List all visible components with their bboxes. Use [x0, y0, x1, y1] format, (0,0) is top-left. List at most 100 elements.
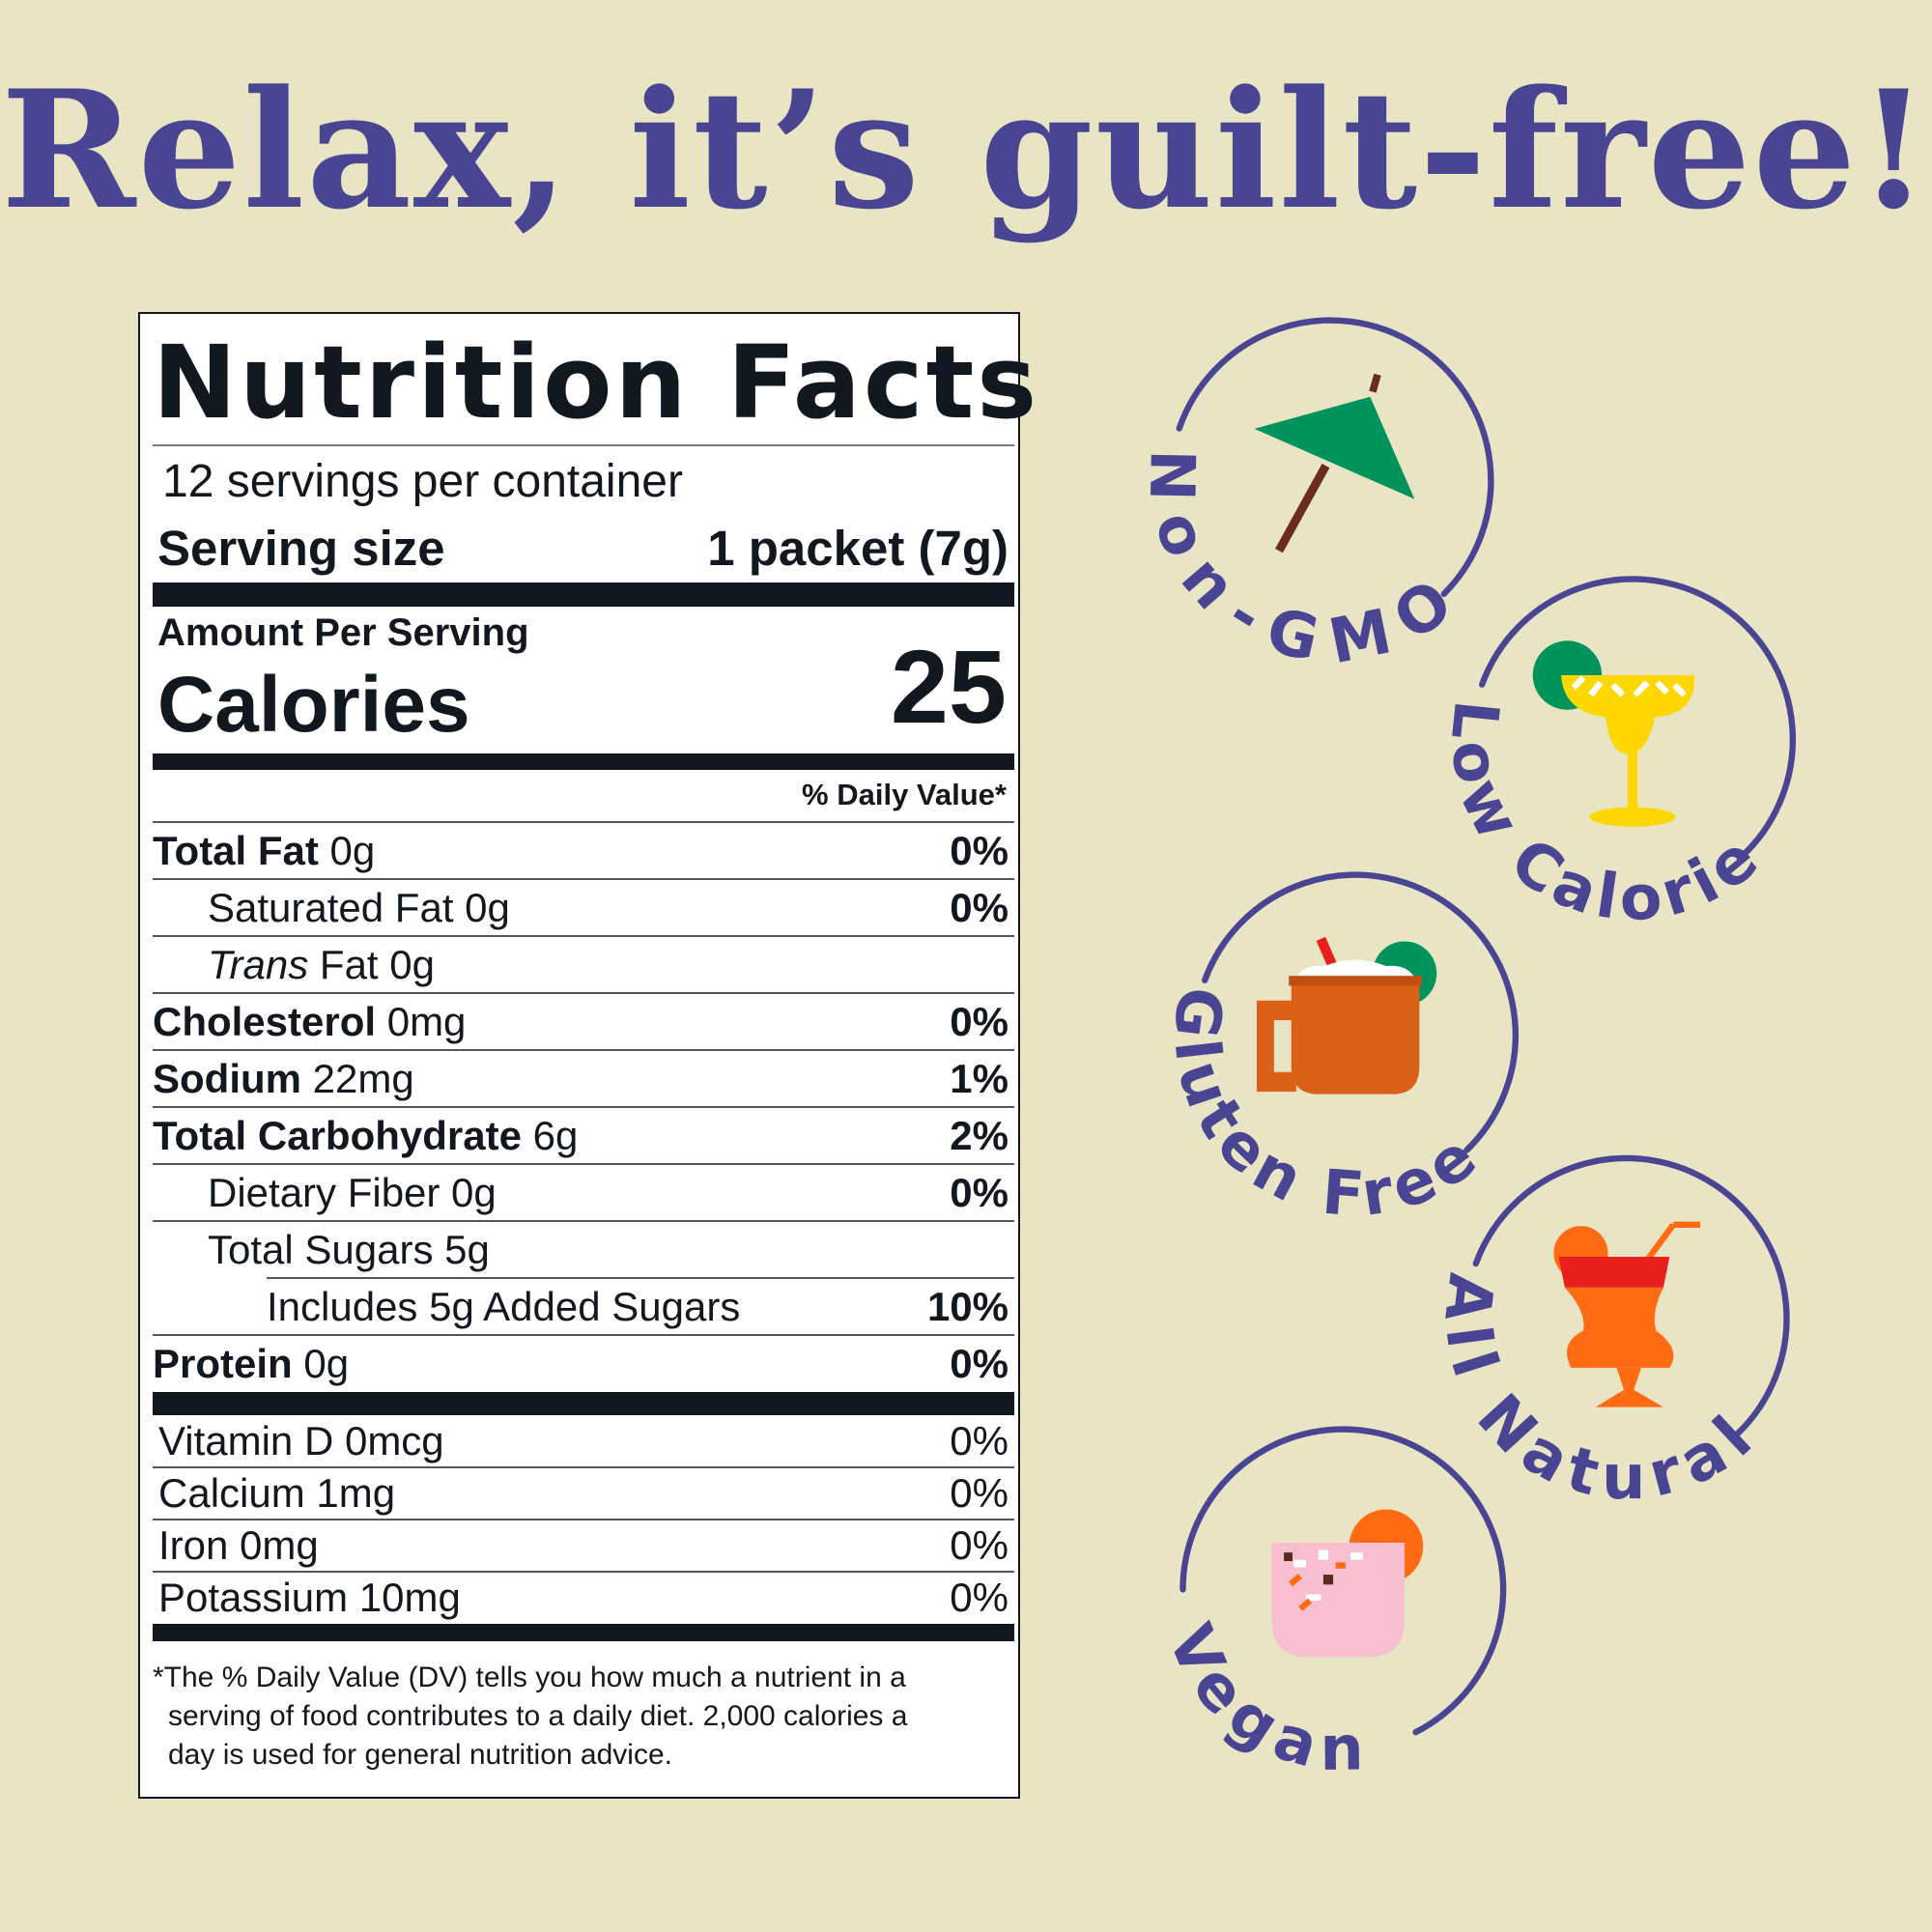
footnote-line: *The % Daily Value (DV) tells you how mu…	[153, 1662, 906, 1693]
servings-per-container: 12 servings per container	[162, 456, 683, 507]
vitamin-daily-value: 0%	[950, 1470, 1009, 1516]
badge-ring	[1176, 317, 1494, 597]
nutrient-daily-value: 10%	[926, 1283, 1009, 1329]
calories-label: Calories	[157, 661, 470, 749]
thick-divider	[153, 1392, 1014, 1415]
nutrient-name-italic: Trans	[208, 941, 309, 987]
daily-value-header: % Daily Value*	[802, 778, 1007, 811]
nutrient-name: Total Sugars 5g	[208, 1227, 490, 1273]
nutrient-row: Includes 5g Added Sugars 10%	[153, 1278, 1014, 1335]
badge-label: Non-GMO	[1135, 449, 1464, 679]
thick-divider	[153, 1624, 1014, 1641]
nutrient-amount: 0g	[292, 1340, 350, 1386]
row-divider	[267, 1277, 1014, 1279]
footnote-line: day is used for general nutrition advice…	[168, 1739, 672, 1771]
nutrient-amount: Saturated Fat 0g	[208, 884, 510, 930]
nutrient-name-bold: Total Carbohydrate	[153, 1112, 522, 1158]
badge-low-calorie: Low Calorie	[1435, 576, 1797, 936]
nutrient-row: Protein 0g 0%	[153, 1335, 1014, 1392]
nutrient-name: Protein 0g	[153, 1341, 349, 1387]
row-divider	[153, 1220, 1014, 1222]
nutrient-amount: 0g	[318, 827, 376, 873]
nutrient-name: Trans Fat 0g	[208, 942, 435, 988]
nutrient-daily-value: 0%	[950, 884, 1009, 930]
nutrient-name: Cholesterol 0mg	[153, 999, 466, 1045]
svg-text:Non-GMO: Non-GMO	[1135, 449, 1469, 679]
nutrient-row: Sodium 22mg 1%	[153, 1050, 1014, 1107]
nutrient-daily-value: 0%	[950, 827, 1009, 873]
nutrient-amount: Dietary Fiber 0g	[208, 1169, 497, 1215]
nutrient-name: Total Carbohydrate 6g	[153, 1113, 578, 1159]
row-divider	[153, 1334, 1014, 1336]
vitamin-daily-value: 0%	[950, 1575, 1009, 1620]
pink-cocktail-icon	[1271, 1509, 1424, 1658]
nutrient-name: Dietary Fiber 0g	[208, 1170, 497, 1216]
vitamin-daily-value: 0%	[950, 1418, 1009, 1463]
nutrient-row: Total Carbohydrate 6g 2%	[153, 1107, 1014, 1164]
row-divider	[153, 878, 1014, 880]
nutrient-daily-value: 0%	[950, 1169, 1009, 1215]
nutrient-amount: Includes 5g Added Sugars	[267, 1283, 741, 1329]
calories-value: 25	[890, 628, 1007, 745]
vitamin-daily-value: 0%	[950, 1522, 1009, 1568]
vitamin-name: Potassium 10mg	[158, 1575, 461, 1620]
nutrient-amount: Total Sugars 5g	[208, 1226, 490, 1272]
nutrient-row: Total Fat 0g 0%	[153, 822, 1014, 879]
hurricane-glass-icon	[1553, 1221, 1701, 1407]
nutrient-name-bold: Sodium	[153, 1055, 301, 1101]
badge-ring	[1472, 1154, 1790, 1437]
headline: Relax, it’s guilt-free!	[0, 54, 1932, 245]
nutrient-name: Total Fat 0g	[153, 828, 375, 874]
nutrient-name: Sodium 22mg	[153, 1056, 414, 1102]
nutrient-daily-value: 0%	[950, 998, 1009, 1044]
row-divider	[153, 1106, 1014, 1108]
badge-non-gmo: Non-GMO	[1135, 317, 1494, 679]
row-divider	[153, 821, 1014, 823]
footnote: *The % Daily Value (DV) tells you how mu…	[153, 1659, 1014, 1775]
badge-ring	[1479, 576, 1797, 862]
row-divider	[153, 1466, 1014, 1468]
row-divider	[153, 1049, 1014, 1051]
nutrient-daily-value: 1%	[950, 1055, 1009, 1101]
thick-divider	[153, 753, 1014, 770]
nutrient-name-bold: Protein	[153, 1340, 293, 1386]
serving-size-label: Serving size	[157, 521, 445, 576]
amount-per-serving: Amount Per Serving	[157, 611, 529, 654]
row-divider	[153, 992, 1014, 994]
vitamin-row: Calcium 1mg 0%	[153, 1467, 1014, 1520]
cocktail-umbrella-icon	[1254, 373, 1415, 554]
nutrient-name: Saturated Fat 0g	[208, 885, 510, 931]
divider	[153, 444, 1014, 446]
row-divider	[153, 1519, 1014, 1520]
vitamin-row: Vitamin D 0mcg 0%	[153, 1415, 1014, 1467]
serving-size-value: 1 packet (7g)	[707, 521, 1009, 576]
badge-vegan: Vegan	[1153, 1426, 1507, 1785]
nutrient-name: Includes 5g Added Sugars	[267, 1284, 740, 1330]
nutrient-amount: 0mg	[376, 998, 467, 1044]
nutrient-row: Trans Fat 0g	[153, 936, 1014, 993]
nutrient-daily-value: 2%	[950, 1112, 1009, 1158]
nutrient-row: Dietary Fiber 0g 0%	[153, 1164, 1014, 1221]
nutrient-amount: 22mg	[301, 1055, 414, 1101]
nutrient-daily-value: 0%	[950, 1340, 1009, 1386]
nutrient-amount: 6g	[521, 1112, 579, 1158]
vitamin-name: Calcium 1mg	[158, 1470, 396, 1516]
row-divider	[153, 935, 1014, 937]
nutrient-row: Cholesterol 0mg 0%	[153, 993, 1014, 1050]
nutrient-name-bold: Cholesterol	[153, 998, 377, 1044]
badge-all-natural: All Natural	[1430, 1154, 1790, 1514]
thick-divider	[153, 582, 1014, 607]
badge-ring	[1202, 871, 1519, 1153]
badge-gluten-free: Gluten Free	[1158, 871, 1519, 1232]
nutrition-facts-label: Nutrition Facts 12 servings per containe…	[138, 312, 1040, 1799]
badge-ring	[1179, 1426, 1507, 1736]
copper-mug-icon	[1257, 936, 1437, 1094]
nutrient-row: Saturated Fat 0g 0%	[153, 879, 1014, 936]
vitamin-row: Potassium 10mg 0%	[153, 1572, 1014, 1624]
footnote-line: serving of food contributes to a daily d…	[168, 1700, 908, 1732]
vitamin-name: Iron 0mg	[158, 1522, 319, 1568]
label-title: Nutrition Facts	[153, 324, 1040, 441]
vitamin-row: Iron 0mg 0%	[153, 1520, 1014, 1572]
nutrient-row: Total Sugars 5g	[153, 1221, 1014, 1278]
